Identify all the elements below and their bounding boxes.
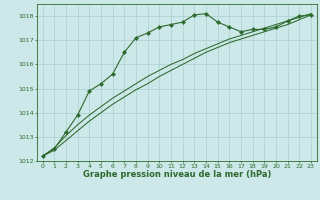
X-axis label: Graphe pression niveau de la mer (hPa): Graphe pression niveau de la mer (hPa) — [83, 170, 271, 179]
